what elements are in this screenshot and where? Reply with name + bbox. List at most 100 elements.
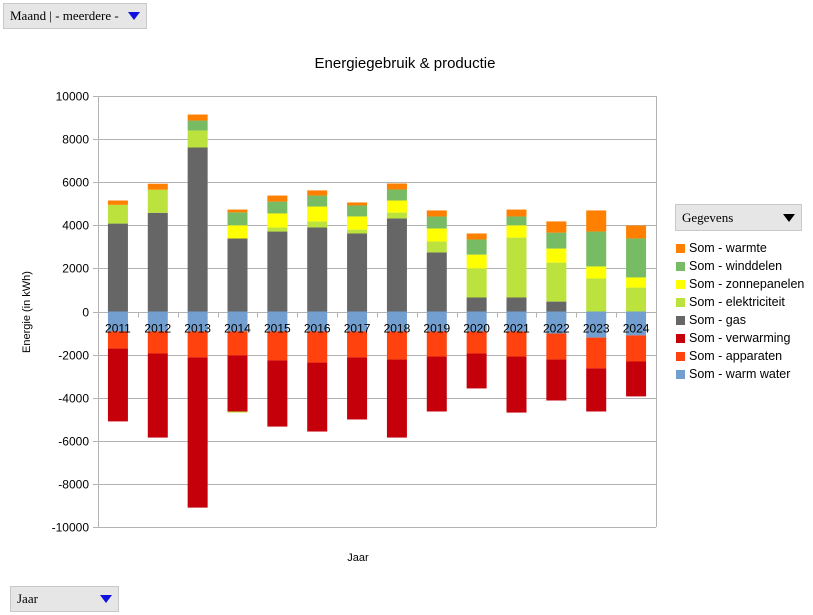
bar-segment-warmte-2016 [307, 190, 328, 196]
bar-segment-warmte-2024 [626, 225, 647, 239]
bar-segment-warm-water-2014 [227, 311, 248, 332]
y-axis-label: Energie (in kWh) [21, 271, 33, 353]
year-field-dropdown[interactable]: Jaar [10, 586, 119, 612]
x-tick-label: 2014 [224, 322, 251, 336]
bar-segment-gas-2013 [187, 147, 208, 312]
bar-segment-warmte-2019 [426, 210, 447, 217]
bar-segment-warm-water-2011 [107, 311, 128, 332]
bar-segment-apparaten-2015 [267, 331, 288, 361]
bar-segment-gas-2014 [227, 238, 248, 312]
legend-item: Som - warmte [676, 239, 804, 257]
bar-segment-winddelen-2018 [386, 189, 407, 201]
bar-segment-winddelen-2020 [466, 239, 487, 255]
bar-segment-elektriciteit-2023 [586, 278, 607, 312]
month-filter-dropdown[interactable]: Maand | - meerdere - [3, 3, 147, 29]
data-field-label: Gegevens [682, 209, 734, 225]
bar-segment-winddelen-2024 [626, 238, 647, 278]
bar-segment-zonnepanelen-2018 [386, 200, 407, 213]
bar-segment-elektriciteit-2017 [347, 229, 368, 234]
bar-segment-apparaten-2012 [147, 331, 168, 354]
bar-segment-zonnepanelen-2014 [227, 225, 248, 239]
y-tick-label: 4000 [62, 219, 89, 233]
bar-segment-warm-water-2022 [546, 311, 567, 334]
bar-segment-warmte-2014 [227, 209, 248, 213]
legend-swatch [676, 243, 685, 253]
y-tick-label: 2000 [62, 262, 89, 276]
bar-segment-zonnepanelen-2024 [626, 277, 647, 288]
bar-segment-zonnepanelen-2020 [466, 254, 487, 269]
legend-swatch [676, 369, 685, 379]
bar-segment-elektriciteit-2018 [386, 212, 407, 219]
bar-segment-zonnepanelen-2022 [546, 248, 567, 263]
bar-segment-verwarming-2018 [386, 359, 407, 438]
bar-segment-zonnepanelen-2015 [267, 213, 288, 228]
bar-segment-elektriciteit-2012 [147, 189, 168, 213]
legend-item: Som - elektriciteit [676, 293, 804, 311]
bar-segment-gas-2012 [147, 212, 168, 312]
legend-swatch [676, 333, 685, 343]
chart-title: Energiegebruik & productie [315, 55, 496, 72]
legend-item: Som - warm water [676, 365, 804, 383]
y-tick-label: 10000 [56, 90, 90, 104]
bar-segment-warm-water-2021 [506, 311, 527, 332]
bar-segment-warm-water-2023 [586, 311, 607, 338]
bar-segment-apparaten-2021 [506, 331, 527, 357]
bar-segment-warmte-2011 [107, 200, 128, 205]
bar-segment-warm-water-2019 [426, 311, 447, 332]
bar-segment-warmte-2017 [347, 202, 368, 206]
x-tick-label: 2013 [184, 322, 211, 336]
bar-segment-zonnepanelen-2021 [506, 225, 527, 238]
legend-label: Som - apparaten [689, 349, 783, 363]
bar-segment-warmte-2020 [466, 233, 487, 240]
bar-segment-apparaten-2020 [466, 331, 487, 354]
bar-segment-elektriciteit-2024 [626, 287, 647, 312]
legend-label: Som - elektriciteit [689, 295, 785, 309]
y-tick-label: -2000 [58, 349, 89, 363]
bar-segment-verwarming-2019 [426, 356, 447, 412]
bar-segment-warmte-2018 [386, 183, 407, 190]
x-axis-label: Jaar [347, 552, 369, 564]
x-tick-label: 2015 [264, 322, 291, 336]
y-tick-label: 0 [82, 306, 89, 320]
x-tick-label: 2020 [463, 322, 490, 336]
bar-segment-winddelen-2016 [307, 195, 328, 207]
bar-segment-verwarming-2020 [466, 353, 487, 389]
x-axis-ticks: 2011 2012 2013 2014 2015 2016 2017 2018 2019 2020… [105, 322, 650, 336]
x-tick-label: 2011 [105, 322, 131, 336]
legend-label: Som - gas [689, 313, 746, 327]
bar-segment-apparaten-2022 [546, 333, 567, 360]
bar-segment-elektriciteit-2019 [426, 241, 447, 253]
bar-segment-warm-water-2018 [386, 311, 407, 332]
legend-swatch [676, 351, 685, 361]
bar-segment-warm-water-2015 [267, 311, 288, 332]
bar-segment-verwarming-2016 [307, 362, 328, 432]
y-tick-label: 6000 [62, 176, 89, 190]
legend-item: Som - winddelen [676, 257, 804, 275]
bar-segment-gas-2021 [506, 297, 527, 312]
x-tick-label: 2024 [623, 322, 650, 336]
bar-segment-warm-water-2020 [466, 311, 487, 332]
bar-segment-warm-water-2024 [626, 311, 647, 336]
legend-label: Som - verwarming [689, 331, 791, 345]
bar-segment-winddelen-2022 [546, 232, 567, 249]
bar-segment-apparaten-2011 [107, 331, 128, 349]
bar-segment-warm-water-2012 [147, 311, 168, 332]
y-tick-label: 8000 [62, 133, 89, 147]
y-tick-label: -4000 [58, 392, 89, 406]
bar-segment-zonnepanelen-2017 [347, 216, 368, 230]
y-tick-label: -10000 [52, 521, 90, 535]
legend-label: Som - warm water [689, 367, 791, 381]
bar-segment-verwarming-2012 [147, 353, 168, 438]
bar-segment-apparaten-2013 [187, 331, 208, 358]
bar-segment-verwarming-2015 [267, 360, 288, 427]
bar-segment-gas-2022 [546, 301, 567, 312]
x-tick-label: 2022 [543, 322, 570, 336]
data-field-dropdown[interactable]: Gegevens [675, 204, 802, 231]
bar-segment-winddelen-2015 [267, 201, 288, 214]
bar-segment-verwarming-2023 [586, 368, 607, 412]
bar-segment-winddelen-2013 [187, 120, 208, 131]
bar-segment-apparaten-2023 [586, 337, 607, 369]
legend: Som - warmte Som - winddelen Som - zonnepa… [676, 239, 804, 383]
bar-segment-verwarming-2021 [506, 356, 527, 413]
